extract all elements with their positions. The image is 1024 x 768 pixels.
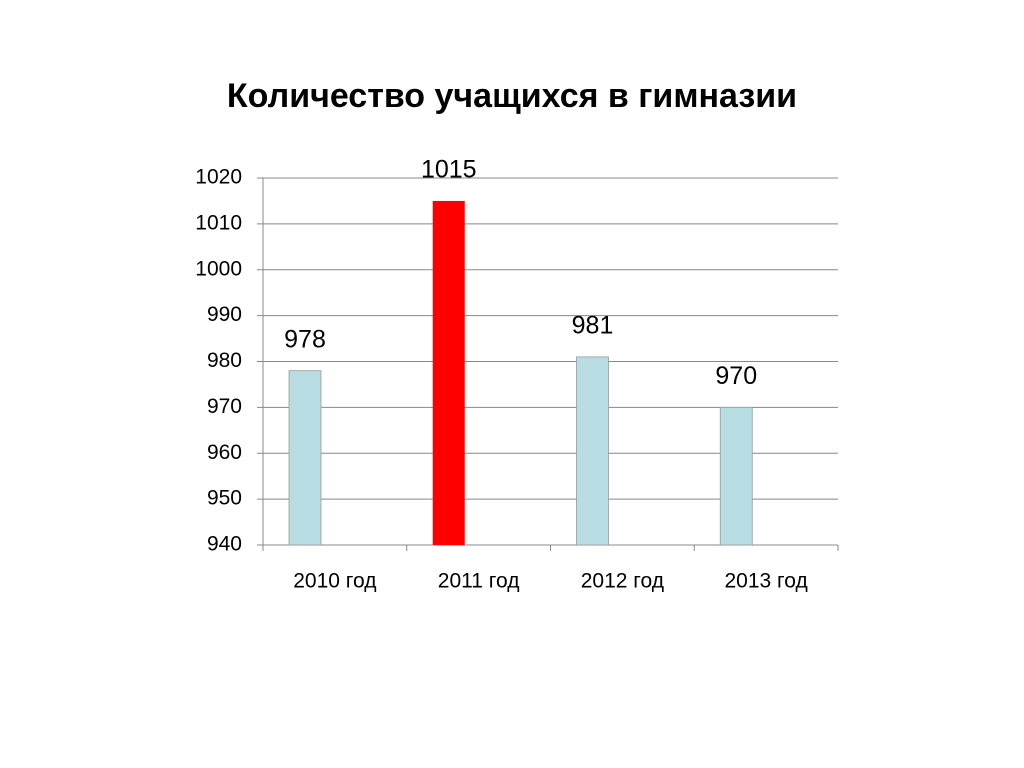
x-tick-label: 2010 год bbox=[293, 570, 376, 593]
y-tick-label: 1020 bbox=[195, 166, 242, 189]
y-tick-label: 970 bbox=[207, 395, 242, 418]
x-tick-label: 2013 год bbox=[725, 570, 808, 593]
chart-title: Количество учащихся в гимназии bbox=[227, 77, 797, 115]
data-label: 981 bbox=[572, 312, 614, 340]
data-label: 970 bbox=[715, 362, 757, 390]
x-tick-label: 2012 год bbox=[581, 570, 664, 593]
bar bbox=[432, 200, 465, 545]
x-tick-label: 2011 год bbox=[438, 570, 520, 593]
y-tick-label: 980 bbox=[207, 349, 242, 372]
y-tick-label: 1010 bbox=[195, 211, 242, 234]
bar bbox=[576, 356, 609, 546]
data-label: 978 bbox=[284, 325, 326, 353]
y-tick-label: 950 bbox=[207, 487, 242, 510]
bar bbox=[288, 370, 322, 546]
y-tick-label: 990 bbox=[207, 303, 242, 326]
y-tick-label: 940 bbox=[207, 533, 242, 556]
y-tick-label: 960 bbox=[207, 441, 242, 464]
y-tick-label: 1000 bbox=[195, 257, 242, 280]
data-label: 1015 bbox=[421, 156, 477, 184]
bar bbox=[719, 406, 753, 546]
